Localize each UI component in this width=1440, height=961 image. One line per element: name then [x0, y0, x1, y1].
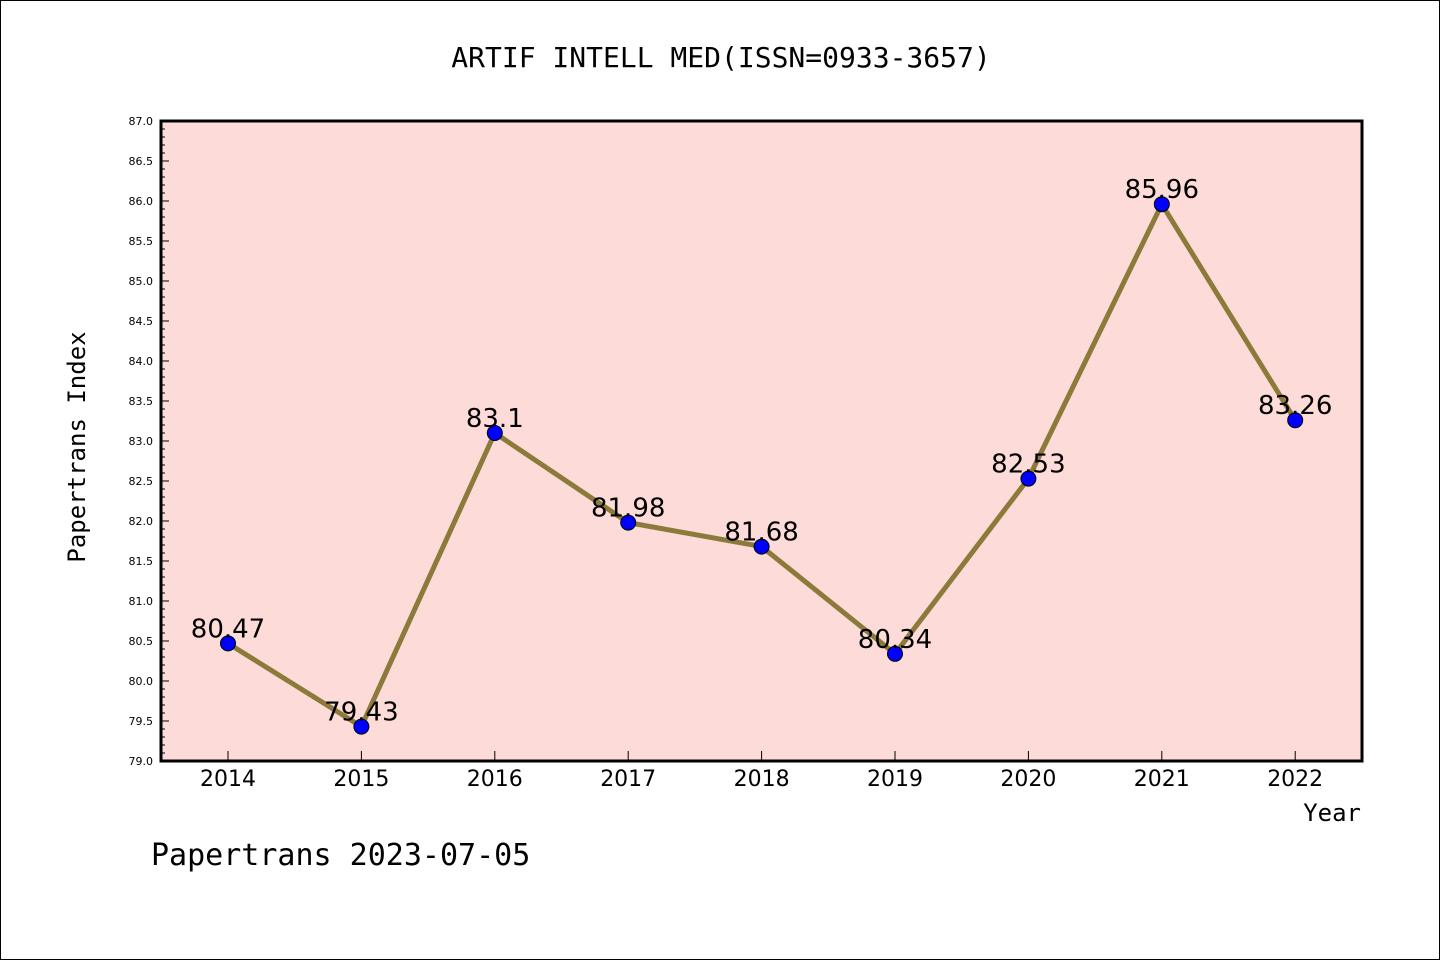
- y-tick-label: 81.5: [129, 555, 154, 568]
- y-tick-label: 80.0: [129, 675, 154, 688]
- y-tick-label: 82.0: [129, 515, 154, 528]
- y-tick-label: 85.0: [129, 275, 154, 288]
- data-point: [1153, 196, 1170, 213]
- data-label: 81.68: [724, 518, 798, 548]
- data-label: 83.1: [466, 404, 524, 434]
- y-tick-label: 85.5: [129, 235, 154, 248]
- x-tick-label: 2015: [333, 767, 389, 792]
- data-point: [353, 718, 370, 735]
- y-tick-label: 87.0: [129, 115, 154, 128]
- x-axis-label: Year: [1303, 799, 1361, 827]
- data-point: [1020, 470, 1037, 487]
- y-tick-label: 86.5: [129, 155, 154, 168]
- y-tick-label: 79.5: [129, 715, 154, 728]
- data-label: 80.34: [858, 625, 932, 655]
- y-axis: 79.0 79.5 80.0 80.5 81.0 81.5 82.0 82.5 83.0 83.5…: [129, 115, 169, 768]
- data-label: 79.43: [324, 698, 398, 728]
- y-tick-label: 79.0: [129, 755, 154, 768]
- y-tick-label: 86.0: [129, 195, 154, 208]
- data-point: [620, 514, 637, 531]
- x-tick-label: 2022: [1267, 767, 1323, 792]
- plot-border: [159, 119, 1364, 763]
- series: [220, 196, 1304, 735]
- x-axis: 2014 2015 2016 2017 2018 2019 2020 2021 2022: [200, 751, 1323, 792]
- data-point: [220, 635, 236, 652]
- y-tick-label: 82.5: [129, 475, 154, 488]
- plot-area: [161, 121, 1362, 761]
- data-label: 80.47: [191, 614, 265, 644]
- y-axis-label: Papertrans Index: [63, 331, 91, 562]
- x-tick-label: 2019: [867, 767, 923, 792]
- x-tick-label: 2017: [600, 767, 656, 792]
- x-tick-label: 2021: [1134, 767, 1190, 792]
- data-point: [887, 645, 903, 662]
- x-tick-label: 2018: [734, 767, 790, 792]
- data-point: [486, 425, 503, 441]
- x-tick-label: 2014: [200, 767, 256, 792]
- y-tick-label: 80.5: [129, 635, 154, 648]
- x-tick-label: 2020: [1000, 767, 1056, 792]
- chart-title: ARTIF INTELL MED(ISSN=0933-3657): [451, 41, 990, 74]
- y-tick-label: 84.0: [129, 355, 154, 368]
- data-label: 82.53: [991, 450, 1065, 480]
- y-tick-label: 81.0: [129, 595, 154, 608]
- y-tick-label: 83.5: [129, 395, 154, 408]
- data-label: 85.96: [1125, 175, 1199, 205]
- data-label: 81.98: [591, 494, 665, 524]
- y-tick-label: 83.0: [129, 435, 154, 448]
- data-point: [1287, 412, 1304, 429]
- data-labels: 80.47 79.43 83.1 81.98 81.68 80.34 82.53 85.96 8…: [191, 175, 1333, 727]
- x-tick-label: 2016: [467, 767, 523, 792]
- y-tick-label: 84.5: [129, 315, 154, 328]
- data-label: 83.26: [1258, 391, 1332, 421]
- data-point: [753, 538, 770, 555]
- footer-text: Papertrans 2023-07-05: [151, 838, 530, 873]
